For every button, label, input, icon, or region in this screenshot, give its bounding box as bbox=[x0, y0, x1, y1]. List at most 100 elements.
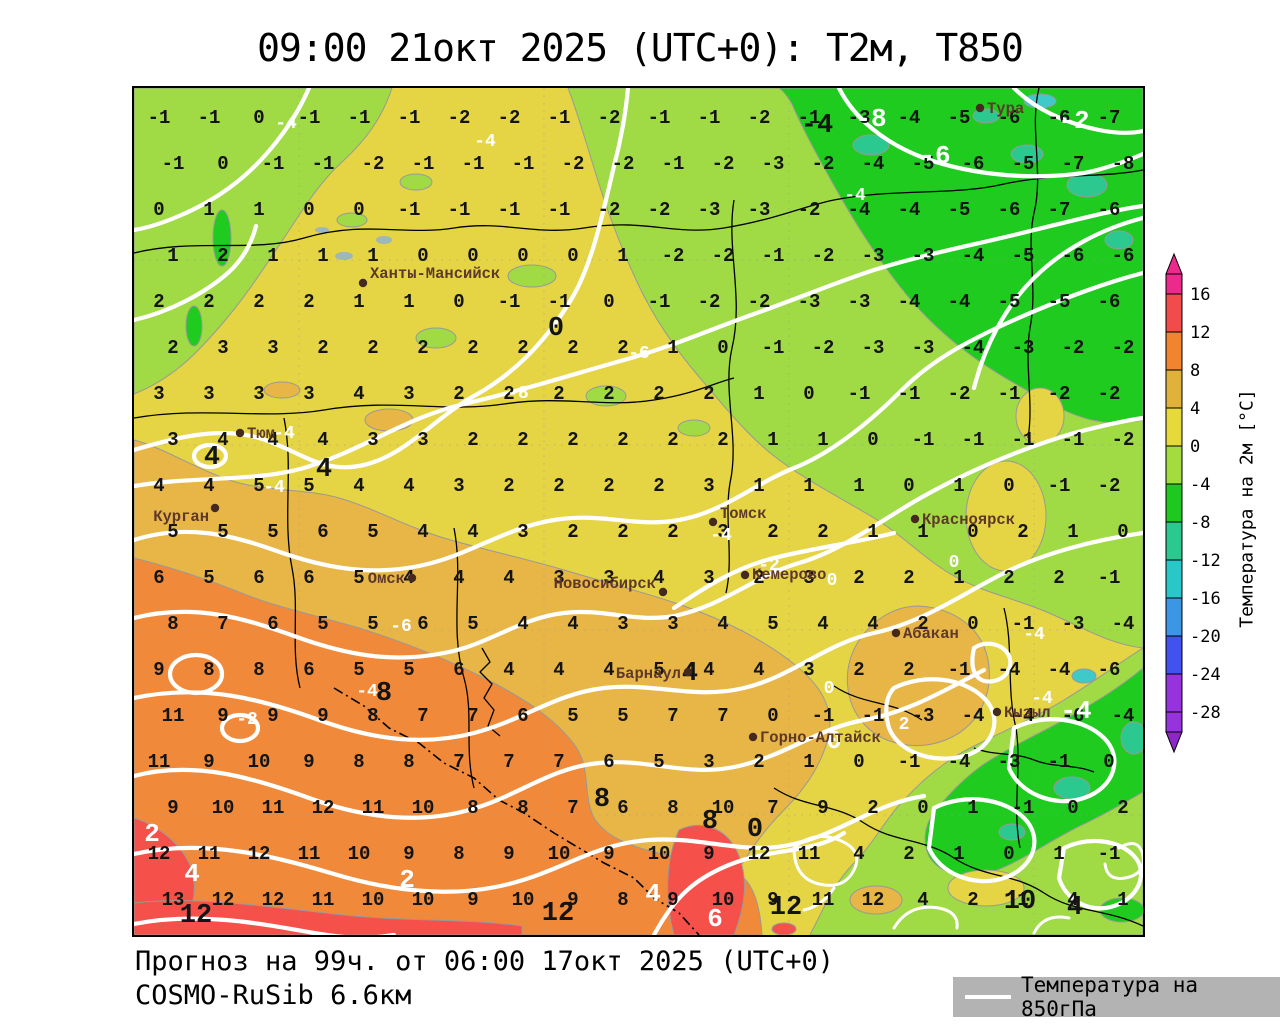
t2m-value: 6 bbox=[453, 659, 464, 681]
t2m-value: 7 bbox=[503, 751, 514, 773]
isotherm-label: 4 bbox=[184, 859, 200, 889]
t2m-value: 0 bbox=[1103, 751, 1114, 773]
t2m-value: 0 bbox=[467, 245, 478, 267]
t2m-value: 2 bbox=[617, 429, 628, 451]
t2m-value: 2 bbox=[603, 475, 614, 497]
colorbar-segment bbox=[1165, 521, 1183, 561]
t2m-value: 5 bbox=[367, 613, 378, 635]
t2m-value: 3 bbox=[553, 567, 564, 589]
t2m-value: 3 bbox=[603, 567, 614, 589]
t2m-value: 1 bbox=[867, 521, 878, 543]
t2m-value: -4 bbox=[962, 337, 985, 359]
t2m-value: -1 bbox=[648, 291, 671, 313]
t2m-value: 1 bbox=[767, 429, 778, 451]
t2m-value: -2 bbox=[648, 199, 671, 221]
t2m-value: -6 bbox=[1048, 107, 1071, 129]
colorbar: 16 12 8 4 0 -4 -8 -12 -16 -20 -24 -28 bbox=[1156, 250, 1280, 770]
t2m-value: 1 bbox=[367, 245, 378, 267]
t2m-value: 2 bbox=[617, 521, 628, 543]
t2m-value: 7 bbox=[667, 705, 678, 727]
t2m-value: 3 bbox=[367, 429, 378, 451]
t2m-value: 2 bbox=[167, 337, 178, 359]
t2m-value: 3 bbox=[703, 751, 714, 773]
t2m-value: -2 bbox=[1098, 383, 1121, 405]
t2m-value: 2 bbox=[903, 567, 914, 589]
t2m-value: 2 bbox=[317, 337, 328, 359]
t2m-value: -1 bbox=[262, 153, 285, 175]
isotherm-label: -6 bbox=[919, 141, 950, 171]
t2m-value: -1 bbox=[498, 199, 521, 221]
t2m-value: -1 bbox=[1098, 843, 1121, 865]
t2m-value: 3 bbox=[417, 429, 428, 451]
t2m-value: 2 bbox=[453, 383, 464, 405]
isotherm-label: 6 bbox=[707, 904, 723, 934]
city-label: Кызыл bbox=[1004, 704, 1051, 722]
t2m-value: 4 bbox=[467, 521, 478, 543]
t2m-value: 1 bbox=[1053, 843, 1064, 865]
t2m-value: 0 bbox=[917, 797, 928, 819]
t2m-value: -3 bbox=[762, 153, 785, 175]
t2m-value: 8 bbox=[517, 797, 528, 819]
colorbar-segment bbox=[1165, 597, 1183, 637]
t2m-value: -5 bbox=[948, 107, 971, 129]
t2m-value: 2 bbox=[553, 383, 564, 405]
t2m-value: -3 bbox=[698, 199, 721, 221]
t2m-value: 13 bbox=[162, 889, 185, 911]
t2m-value: 2 bbox=[653, 475, 664, 497]
t2m-value: 4 bbox=[203, 475, 214, 497]
t2m-value: 3 bbox=[303, 383, 314, 405]
t2m-value: -5 bbox=[948, 199, 971, 221]
colorbar-segment bbox=[1165, 293, 1183, 333]
colorbar-segment bbox=[1165, 273, 1183, 295]
t2m-value: -2 bbox=[448, 107, 471, 129]
t2m-value: -2 bbox=[748, 291, 771, 313]
t2m-value: -1 bbox=[648, 107, 671, 129]
t2m-value: 2 bbox=[253, 291, 264, 313]
t2m-value: 0 bbox=[1067, 797, 1078, 819]
t2m-value: 3 bbox=[703, 567, 714, 589]
t2m-big-value: 8 bbox=[376, 679, 392, 709]
t2m-value: -3 bbox=[862, 245, 885, 267]
t2m-value: -3 bbox=[912, 245, 935, 267]
t2m-value: -1 bbox=[298, 107, 321, 129]
t2m-value: 0 bbox=[1117, 521, 1128, 543]
t2m-value: 5 bbox=[203, 567, 214, 589]
t2m-value: -2 bbox=[798, 199, 821, 221]
city-dot bbox=[910, 514, 920, 524]
t2m-value: 9 bbox=[703, 843, 714, 865]
colorbar-segment bbox=[1165, 445, 1183, 485]
t2m-value: -6 bbox=[998, 199, 1021, 221]
city-label: Томск bbox=[720, 505, 767, 523]
isotherm-line-sample bbox=[965, 995, 1011, 999]
t2m-value: -2 bbox=[698, 291, 721, 313]
t2m-value: -1 bbox=[548, 107, 571, 129]
t2m-big-value: 0 bbox=[747, 815, 763, 845]
t2m-value: 2 bbox=[603, 383, 614, 405]
t2m-value: 1 bbox=[953, 567, 964, 589]
t2m-value: -1 bbox=[948, 659, 971, 681]
city-dot bbox=[891, 628, 901, 638]
t2m-value: 0 bbox=[253, 107, 264, 129]
t2m-value: -8 bbox=[1112, 153, 1135, 175]
t2m-value: 5 bbox=[303, 475, 314, 497]
t2m-value: 7 bbox=[417, 705, 428, 727]
t2m-value: 4 bbox=[153, 475, 164, 497]
t2m-value: 6 bbox=[617, 797, 628, 819]
t2m-value: -4 bbox=[1112, 613, 1135, 635]
isotherm-label: 2 bbox=[399, 865, 415, 895]
t2m-value: -3 bbox=[848, 107, 871, 129]
t2m-value: 2 bbox=[753, 751, 764, 773]
t2m-value: -3 bbox=[798, 291, 821, 313]
t2m-values: -1 -1 0 -1 -1 -1 -2 -2 -1 -2 -1 -1 -2 -1 -3 -4 -5 -6 -6 -7 -… bbox=[148, 107, 1135, 911]
city-dot bbox=[975, 103, 985, 113]
t2m-value: -6 bbox=[962, 153, 985, 175]
t2m-value: -1 bbox=[412, 153, 435, 175]
t2m-value: 2 bbox=[467, 337, 478, 359]
t2m-value: -7 bbox=[1098, 107, 1121, 129]
isotherm-label: -4 bbox=[1060, 696, 1091, 726]
t2m-value: 1 bbox=[667, 337, 678, 359]
t2m-value: -4 bbox=[948, 751, 971, 773]
t2m-value: 9 bbox=[817, 797, 828, 819]
t2m-value: 4 bbox=[553, 659, 564, 681]
t2m-value: 5 bbox=[617, 705, 628, 727]
